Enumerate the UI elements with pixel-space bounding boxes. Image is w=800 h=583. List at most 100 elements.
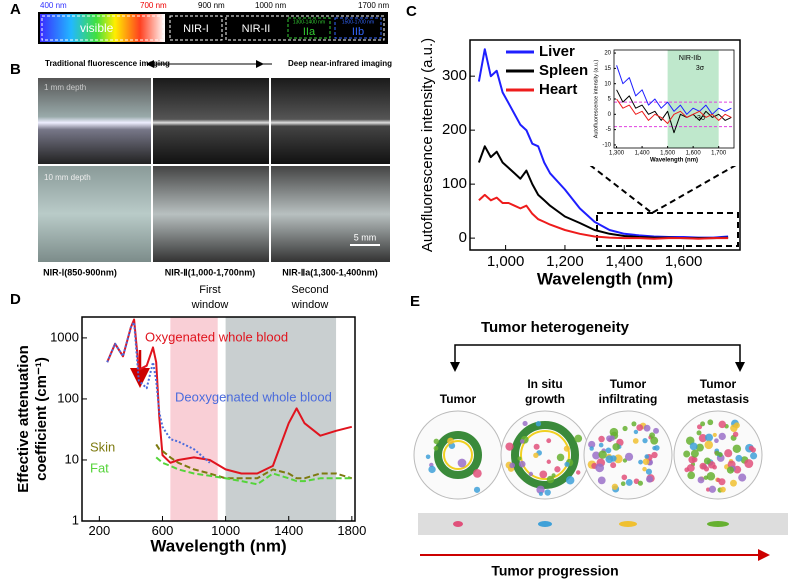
panel-letter: D bbox=[10, 291, 21, 308]
cell bbox=[598, 442, 604, 448]
cell bbox=[632, 438, 639, 444]
cell bbox=[539, 470, 548, 479]
cell bbox=[683, 450, 691, 458]
cell bbox=[551, 473, 556, 478]
stage-label: infiltrating bbox=[599, 392, 658, 406]
y-tick-label: -5 bbox=[606, 127, 612, 133]
panel-letter: E bbox=[410, 293, 420, 310]
plot-frame bbox=[469, 39, 741, 251]
series-line bbox=[616, 98, 732, 124]
cell bbox=[546, 438, 552, 444]
cell bbox=[750, 447, 756, 453]
cell bbox=[730, 479, 737, 487]
cell bbox=[653, 445, 660, 451]
y-tick-label: 100 bbox=[57, 390, 79, 405]
annotation: Fat bbox=[90, 460, 109, 475]
cell bbox=[696, 430, 702, 436]
cell bbox=[574, 434, 583, 443]
y-tick-label: 20 bbox=[604, 51, 611, 57]
y-axis-label: Autofluorescence intensity (a.u.) bbox=[419, 38, 436, 252]
wavelength-label: 1000 nm bbox=[255, 1, 286, 10]
cell bbox=[645, 468, 652, 475]
x-tick-label: 1800 bbox=[337, 523, 366, 538]
cell bbox=[595, 463, 605, 473]
x-tick-label: 1,400 bbox=[606, 253, 644, 270]
window-label: window bbox=[191, 299, 229, 311]
panel-letter: C bbox=[406, 3, 417, 20]
tumor-ring bbox=[520, 430, 570, 480]
cell bbox=[535, 421, 542, 427]
cell bbox=[689, 442, 698, 451]
subband-label: 1300-1400 nm bbox=[293, 19, 325, 25]
chart: 1,000 1,200 1,400 1,6000100200300Wavelength… bbox=[419, 38, 741, 288]
cell bbox=[621, 474, 628, 481]
cell bbox=[592, 451, 601, 460]
image bbox=[153, 78, 269, 164]
cell bbox=[650, 436, 659, 445]
cell bbox=[724, 449, 733, 458]
cell bbox=[733, 422, 740, 429]
window-label: window bbox=[291, 299, 329, 311]
tumor-ring bbox=[434, 431, 482, 479]
y-tick-label: 5 bbox=[608, 97, 612, 103]
cell bbox=[538, 491, 543, 496]
cell bbox=[544, 489, 551, 496]
y-tick-label: 0 bbox=[608, 112, 612, 118]
x-axis-label: Wavelength (nm) bbox=[537, 269, 673, 288]
cell bbox=[633, 478, 640, 485]
cell bbox=[712, 464, 717, 470]
cell bbox=[637, 480, 644, 486]
image bbox=[271, 78, 390, 164]
depth-label: 1 mm depth bbox=[44, 83, 86, 92]
y-tick-label: 15 bbox=[604, 66, 611, 72]
cell bbox=[610, 462, 617, 469]
cell bbox=[687, 471, 696, 480]
legend-label: Liver bbox=[539, 43, 575, 60]
cell bbox=[554, 466, 561, 473]
cell bbox=[533, 452, 539, 459]
tissue-strip bbox=[418, 513, 788, 535]
imaging-header: Traditional fluorescence imaging bbox=[45, 59, 170, 68]
cell bbox=[605, 447, 612, 454]
cell bbox=[714, 438, 719, 444]
subband-label: 1500-1700 nm bbox=[342, 19, 374, 25]
cell bbox=[706, 471, 716, 481]
cell bbox=[624, 452, 634, 461]
cell bbox=[688, 456, 696, 464]
x-tick-label: 1,000 bbox=[487, 253, 525, 270]
series-line bbox=[478, 193, 729, 240]
cell bbox=[433, 445, 439, 451]
cell bbox=[598, 450, 607, 459]
cell bbox=[690, 449, 699, 458]
cell bbox=[642, 466, 647, 472]
y-tick-label: 100 bbox=[442, 175, 467, 192]
cell bbox=[528, 471, 534, 477]
column-label: NIR-Ⅱ(1,000-1,700nm) bbox=[165, 267, 255, 277]
cell bbox=[589, 446, 594, 451]
cell bbox=[457, 458, 467, 468]
plot-frame bbox=[81, 316, 356, 522]
y-tick-label: 10 bbox=[604, 81, 611, 87]
x-tick-label: 1,600 bbox=[665, 253, 703, 270]
cell bbox=[704, 440, 714, 450]
cell bbox=[620, 481, 626, 487]
cell bbox=[631, 421, 637, 427]
cell bbox=[705, 433, 713, 442]
window-label: Second bbox=[291, 284, 328, 296]
panel-letter: A bbox=[10, 1, 21, 18]
zoom-line bbox=[651, 164, 737, 214]
cell bbox=[684, 467, 690, 473]
cell bbox=[563, 445, 570, 452]
cell bbox=[735, 454, 743, 462]
band-label: IIa bbox=[303, 26, 316, 38]
cell bbox=[505, 442, 514, 451]
y-tick-label: 1000 bbox=[50, 329, 79, 344]
annotation: Oxygenated whole blood bbox=[145, 329, 288, 344]
cell bbox=[633, 429, 639, 435]
scale-label: 5 mm bbox=[354, 232, 377, 242]
x-tick-label: 1,300 bbox=[609, 150, 625, 156]
series-line bbox=[106, 318, 353, 475]
